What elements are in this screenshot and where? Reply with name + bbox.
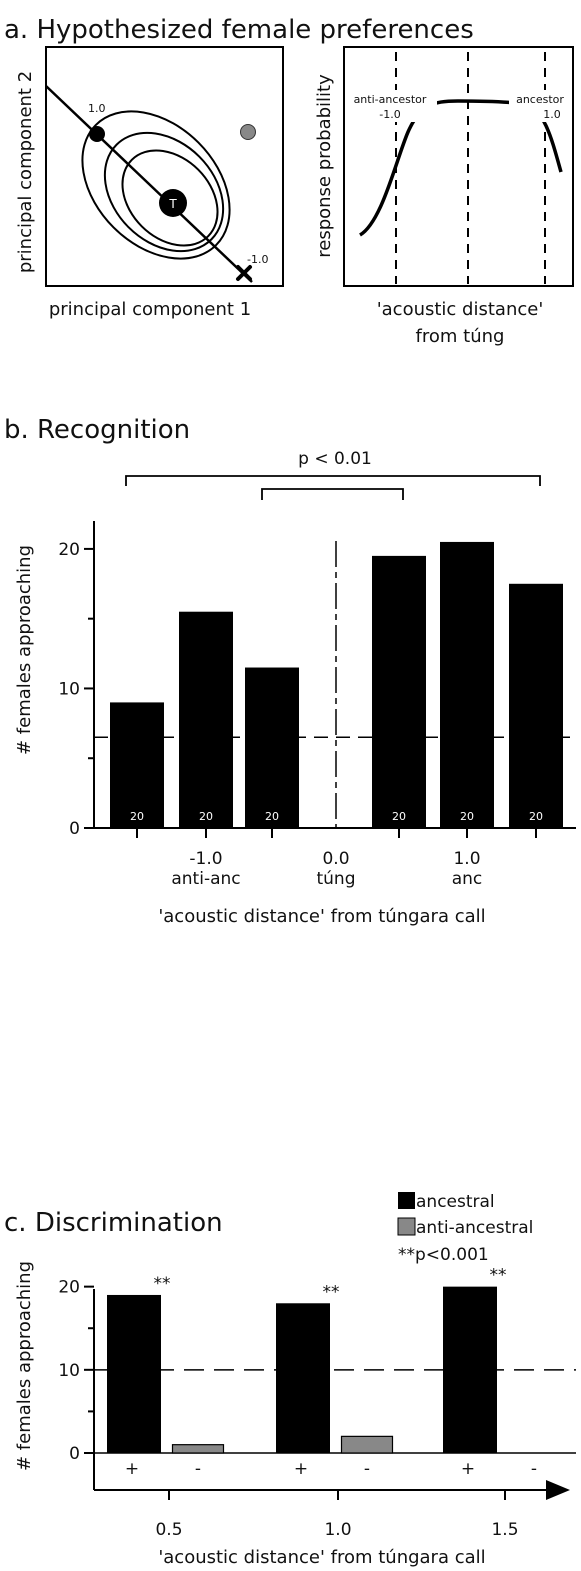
significance-stars: ** [323,1282,340,1302]
bar-sample-size: 20 [130,810,144,823]
anti-ancestral-sign: - [531,1459,537,1479]
significance-bracket-outer [125,475,541,486]
label-neg-one: -1.0 [247,253,268,266]
contour-outer [81,110,231,260]
anti-ancestor-value: -1.0 [379,108,400,121]
ancestor-label: ancestor [516,93,564,106]
x-tick-label: 0.5 [155,1520,182,1540]
ancestor-value: 1.0 [543,108,561,121]
legend-anti-ancestral-label: anti-ancestral [416,1218,533,1238]
panel-c-title: c. Discrimination [4,1208,223,1238]
panel-b-xlabel: 'acoustic distance' from túngara call [158,906,485,927]
anti-ancestor-x-icon [236,265,252,281]
ancestral-bar [107,1294,161,1453]
x-tick-value: 1.0 [453,849,480,869]
panel-a-left-xlabel: principal component 1 [49,299,251,320]
x-tick-label: 1.5 [491,1520,518,1540]
legend-significance-note: **p<0.001 [398,1245,489,1265]
bar-sample-size: 20 [265,810,279,823]
y-tick-label: 0 [69,1444,80,1464]
ancestral-sign: + [294,1459,308,1479]
x-tick-value: -1.0 [189,849,222,869]
label-pos-one: 1.0 [88,102,106,115]
y-tick-label: 0 [69,819,80,839]
recognition-bar [440,541,494,828]
anti-ancestor-label-bg [347,90,437,122]
recognition-bar [110,702,164,828]
contour-middle [103,131,225,253]
bar-sample-size: 20 [529,810,543,823]
ancestral-bar [276,1303,330,1453]
panel-a-right-xlabel-2: from túng [416,326,505,347]
legend-ancestral-swatch [398,1192,415,1209]
significance-bracket-inner [261,488,404,500]
panel-c-xlabel: 'acoustic distance' from túngara call [158,1547,485,1568]
tungara-point [159,189,187,217]
panel-a-left-frame [45,46,284,287]
panel-a-left-plot: T 1.0 -1.0 principal component 2 princip… [15,46,284,320]
panel-a-right-xlabel-1: 'acoustic distance' [377,299,544,320]
significance-label: p < 0.01 [298,449,372,469]
legend-anti-ancestral-swatch [397,1217,416,1236]
x-tick-label: anti-anc [171,869,240,889]
y-tick-label: 20 [58,1278,80,1298]
tungara-point-label: T [168,197,177,211]
legend-ancestral-label: ancestral [416,1192,495,1212]
panel-a-left-ylabel: principal component 2 [15,71,36,273]
y-tick-label: 10 [58,1361,80,1381]
recognition-bar [179,611,233,828]
ancestor-label-bg [509,90,571,122]
significance-stars: ** [490,1266,507,1286]
anti-ancestral-sign: - [195,1459,201,1479]
bar-sample-size: 20 [199,810,213,823]
panel-a-right-frame [343,46,574,287]
panel-b-ylabel: # females approaching [14,545,35,755]
y-tick-label: 20 [58,540,80,560]
anti-ancestral-bar [171,1444,225,1454]
x-tick-label: túng [316,869,355,889]
panel-b-title: b. Recognition [4,415,190,445]
significance-stars: ** [154,1274,171,1294]
ancestral-sign: + [461,1459,475,1479]
recognition-chart: b. Recognition p < 0.01 # females approa… [4,415,576,927]
bar-sample-size: 20 [392,810,406,823]
discrimination-chart: c. Discrimination ancestral anti-ancestr… [4,1192,576,1568]
preference-axis-line [45,85,253,283]
recognition-bar [509,583,563,828]
y-tick-label: 10 [58,679,80,699]
panel-a-right-plot: anti-ancestor -1.0 ancestor 1.0 response… [314,46,574,347]
grey-point [240,124,256,140]
bar-sample-size: 20 [460,810,474,823]
panel-a-right-ylabel: response probability [314,74,335,258]
anti-ancestral-sign: - [364,1459,370,1479]
panel-c-ylabel: # females approaching [14,1261,35,1471]
ancestor-point [89,126,105,142]
recognition-bar [245,667,299,828]
contour-inner [121,149,219,247]
panel-a-title: a. Hypothesized female preferences [4,15,474,45]
anti-ancestral-bar [340,1435,394,1454]
x-tick-value: 0.0 [322,849,349,869]
anti-ancestor-label: anti-ancestor [354,93,427,106]
ancestral-sign: + [125,1459,139,1479]
x-tick-label: 1.0 [324,1520,351,1540]
recognition-bar [372,555,426,828]
x-tick-label: anc [452,869,483,889]
